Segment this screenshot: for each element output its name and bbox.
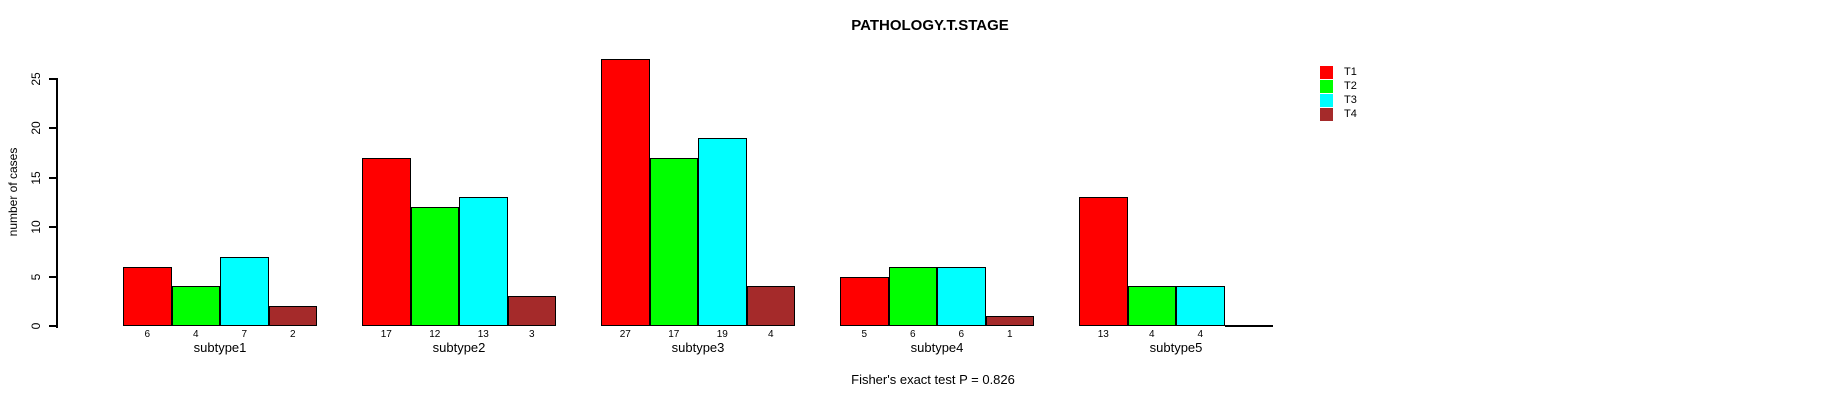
bar-value-label: 4 bbox=[192, 329, 199, 340]
bar-value-label: 6 bbox=[958, 329, 965, 340]
legend-item-t2: T2 bbox=[1320, 80, 1357, 93]
y-tick-mark bbox=[49, 275, 57, 278]
y-tick-mark bbox=[49, 176, 57, 179]
bar-value-label: 3 bbox=[528, 329, 535, 340]
bar-t3-subtype4 bbox=[937, 266, 986, 326]
legend-swatch-t2 bbox=[1320, 80, 1333, 93]
bar-t3-subtype2 bbox=[459, 197, 508, 326]
legend-label: T4 bbox=[1344, 108, 1357, 120]
bar-t2-subtype2 bbox=[410, 207, 459, 326]
bar-t3-subtype1 bbox=[220, 256, 269, 326]
legend-label: T3 bbox=[1344, 94, 1357, 106]
bar-t3-subtype3 bbox=[698, 137, 747, 326]
bar-t4-subtype2 bbox=[507, 296, 556, 326]
bar-t3-subtype5 bbox=[1176, 286, 1225, 326]
fisher-test-annotation: Fisher's exact test P = 0.826 bbox=[851, 372, 1015, 387]
bar-t1-subtype1 bbox=[123, 266, 172, 326]
y-tick-label: 15 bbox=[29, 170, 43, 185]
bar-value-label: 17 bbox=[380, 329, 392, 340]
bar-t2-subtype4 bbox=[888, 266, 937, 326]
bar-value-label: 1 bbox=[1006, 329, 1013, 340]
bar-value-label: 4 bbox=[1197, 329, 1204, 340]
y-tick-mark bbox=[49, 127, 57, 129]
bar-t1-subtype4 bbox=[840, 276, 889, 326]
legend-item-t3: T3 bbox=[1320, 94, 1357, 107]
bar-t2-subtype3 bbox=[649, 157, 698, 326]
legend-label: T2 bbox=[1344, 80, 1357, 92]
bar-value-label: 17 bbox=[668, 329, 680, 340]
y-tick-label: 0 bbox=[29, 322, 43, 330]
y-axis-title: number of cases bbox=[6, 147, 20, 237]
legend-swatch-t1 bbox=[1320, 66, 1333, 79]
bar-value-label: 13 bbox=[1097, 329, 1109, 340]
bar-t4-subtype4 bbox=[985, 316, 1034, 326]
y-tick-label: 25 bbox=[29, 71, 43, 86]
bar-value-label: 6 bbox=[144, 329, 151, 340]
legend-item-t4: T4 bbox=[1320, 108, 1357, 121]
bar-t1-subtype2 bbox=[362, 157, 411, 326]
bar-value-label: 5 bbox=[861, 329, 868, 340]
bar-value-label: 6 bbox=[909, 329, 916, 340]
category-label-subtype3: subtype3 bbox=[671, 340, 725, 355]
y-tick-label: 5 bbox=[29, 273, 43, 280]
y-tick-label: 10 bbox=[29, 220, 43, 234]
legend-swatch-t4 bbox=[1320, 108, 1333, 121]
bar-t4-subtype1 bbox=[268, 306, 317, 326]
legend-swatch-t3 bbox=[1320, 94, 1333, 107]
bar-t1-subtype5 bbox=[1079, 197, 1128, 326]
chart-title: PATHOLOGY.T.STAGE bbox=[851, 17, 1009, 34]
y-tick-label: 20 bbox=[29, 121, 43, 135]
y-axis-line bbox=[56, 78, 58, 328]
bar-value-label: 7 bbox=[241, 329, 248, 340]
legend-item-t1: T1 bbox=[1320, 66, 1357, 79]
category-label-subtype5: subtype5 bbox=[1149, 340, 1203, 355]
bar-t4-subtype3 bbox=[746, 286, 795, 326]
bar-t2-subtype5 bbox=[1127, 286, 1176, 326]
bar-value-label: 27 bbox=[619, 329, 631, 340]
y-tick-mark bbox=[49, 77, 57, 80]
category-label-subtype2: subtype2 bbox=[432, 340, 486, 355]
bar-t4-subtype5-zero bbox=[1224, 325, 1273, 327]
bar-value-label: 4 bbox=[1148, 329, 1155, 340]
bar-value-label: 13 bbox=[477, 329, 489, 340]
legend-label: T1 bbox=[1344, 66, 1357, 78]
y-tick-mark bbox=[49, 325, 57, 327]
category-label-subtype4: subtype4 bbox=[910, 340, 964, 355]
bar-value-label: 12 bbox=[429, 329, 441, 340]
bar-value-label: 4 bbox=[767, 329, 774, 340]
bar-value-label: 19 bbox=[716, 329, 728, 340]
bar-t2-subtype1 bbox=[171, 286, 220, 326]
bar-t1-subtype3 bbox=[601, 58, 650, 326]
legend: T1 T2 T3 T4 bbox=[1320, 66, 1357, 121]
bar-value-label: 2 bbox=[289, 329, 296, 340]
y-tick-mark bbox=[49, 226, 57, 228]
category-label-subtype1: subtype1 bbox=[193, 340, 247, 355]
